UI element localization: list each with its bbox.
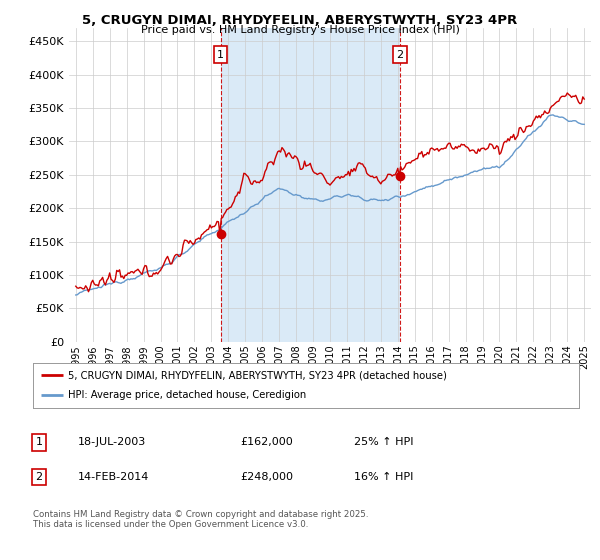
Text: £162,000: £162,000 [240,437,293,447]
Text: 5, CRUGYN DIMAI, RHYDYFELIN, ABERYSTWYTH, SY23 4PR (detached house): 5, CRUGYN DIMAI, RHYDYFELIN, ABERYSTWYTH… [68,370,448,380]
Bar [221,28,400,342]
Text: Contains HM Land Registry data © Crown copyright and database right 2025.
This d: Contains HM Land Registry data © Crown c… [33,510,368,529]
Text: 2: 2 [35,472,43,482]
Text: Price paid vs. HM Land Registry's House Price Index (HPI): Price paid vs. HM Land Registry's House … [140,25,460,35]
Text: HPI: Average price, detached house, Ceredigion: HPI: Average price, detached house, Cere… [68,390,307,400]
Text: 1: 1 [217,50,224,60]
Text: 16% ↑ HPI: 16% ↑ HPI [354,472,413,482]
Text: 14-FEB-2014: 14-FEB-2014 [78,472,149,482]
Text: 18-JUL-2003: 18-JUL-2003 [78,437,146,447]
Text: 25% ↑ HPI: 25% ↑ HPI [354,437,413,447]
Text: 1: 1 [35,437,43,447]
Text: 2: 2 [396,50,403,60]
Text: 5, CRUGYN DIMAI, RHYDYFELIN, ABERYSTWYTH, SY23 4PR: 5, CRUGYN DIMAI, RHYDYFELIN, ABERYSTWYTH… [82,14,518,27]
Text: £248,000: £248,000 [240,472,293,482]
